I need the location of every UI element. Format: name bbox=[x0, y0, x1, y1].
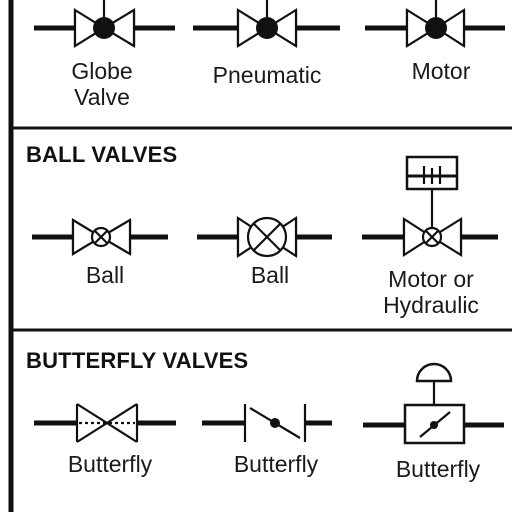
label-globe-valve: Globe Valve bbox=[50, 58, 154, 110]
label-line: Motor or bbox=[388, 266, 474, 292]
label-butterfly: Butterfly bbox=[67, 451, 153, 477]
pneumatic-globe-valve-icon bbox=[193, 0, 340, 48]
label-line: Valve bbox=[74, 84, 130, 110]
label-line: Hydraulic bbox=[383, 292, 479, 318]
ball-valve-icon bbox=[32, 218, 168, 256]
label-motor: Motor bbox=[411, 58, 471, 84]
label-pneumatic: Pneumatic bbox=[212, 62, 322, 88]
label-butterfly-alt: Butterfly bbox=[233, 451, 319, 477]
butterfly-valve-icon bbox=[34, 403, 176, 443]
label-line: Globe bbox=[71, 58, 133, 84]
globe-valve-icon bbox=[34, 0, 175, 48]
label-motor-or-hydraulic: Motor or Hydraulic bbox=[362, 266, 500, 318]
motor-ball-valve-icon bbox=[362, 155, 498, 258]
label-ball: Ball bbox=[85, 262, 125, 288]
label-ball-alt: Ball bbox=[250, 262, 290, 288]
section-heading-butterfly-valves: BUTTERFLY VALVES bbox=[26, 348, 249, 373]
ball-valve-alt-icon bbox=[197, 215, 332, 259]
actuated-butterfly-valve-icon bbox=[363, 362, 504, 445]
sheet-frame bbox=[8, 0, 512, 512]
label-butterfly-actuated: Butterfly bbox=[395, 456, 481, 482]
motor-globe-valve-icon bbox=[365, 0, 505, 49]
butterfly-valve-alt-icon bbox=[202, 404, 332, 442]
section-heading-ball-valves: BALL VALVES bbox=[26, 142, 178, 167]
